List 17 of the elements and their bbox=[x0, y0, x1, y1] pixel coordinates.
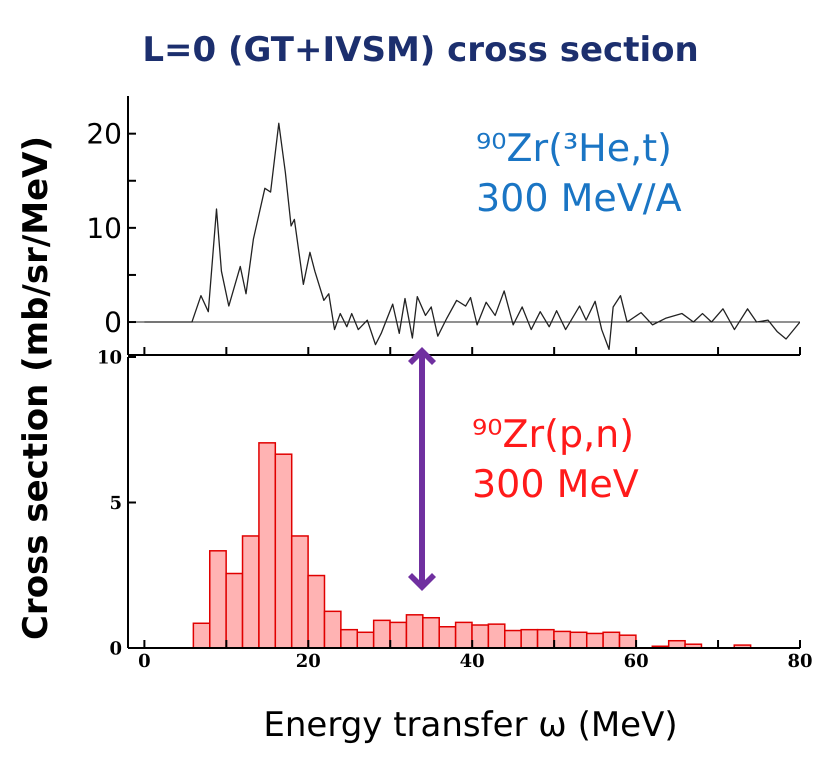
y-tick-label: 10 bbox=[86, 212, 122, 245]
y-tick-label: 5 bbox=[109, 492, 122, 514]
annotation: 300 MeV/A bbox=[476, 175, 682, 222]
x-tick-label: 20 bbox=[296, 650, 321, 672]
annotation: 300 MeV bbox=[472, 461, 639, 508]
annotation: ⁹⁰Zr(p,n) bbox=[472, 411, 636, 458]
chart-title: L=0 (GT+IVSM) cross section bbox=[141, 30, 700, 70]
x-tick-label: 0 bbox=[138, 650, 151, 672]
y-tick-label: 0 bbox=[104, 306, 122, 339]
x-tick-label: 60 bbox=[624, 650, 649, 672]
x-axis-title: Energy transfer ω (MeV) bbox=[262, 705, 679, 745]
y-axis-title: Cross section (mb/sr/MeV) bbox=[16, 136, 56, 640]
x-tick-label: 80 bbox=[787, 650, 813, 672]
y-tick-label: 10 bbox=[96, 347, 122, 368]
annotation: ⁹⁰Zr(³He,t) bbox=[476, 125, 673, 172]
x-tick-label: 40 bbox=[460, 650, 485, 672]
y-tick-label: 20 bbox=[86, 118, 122, 151]
